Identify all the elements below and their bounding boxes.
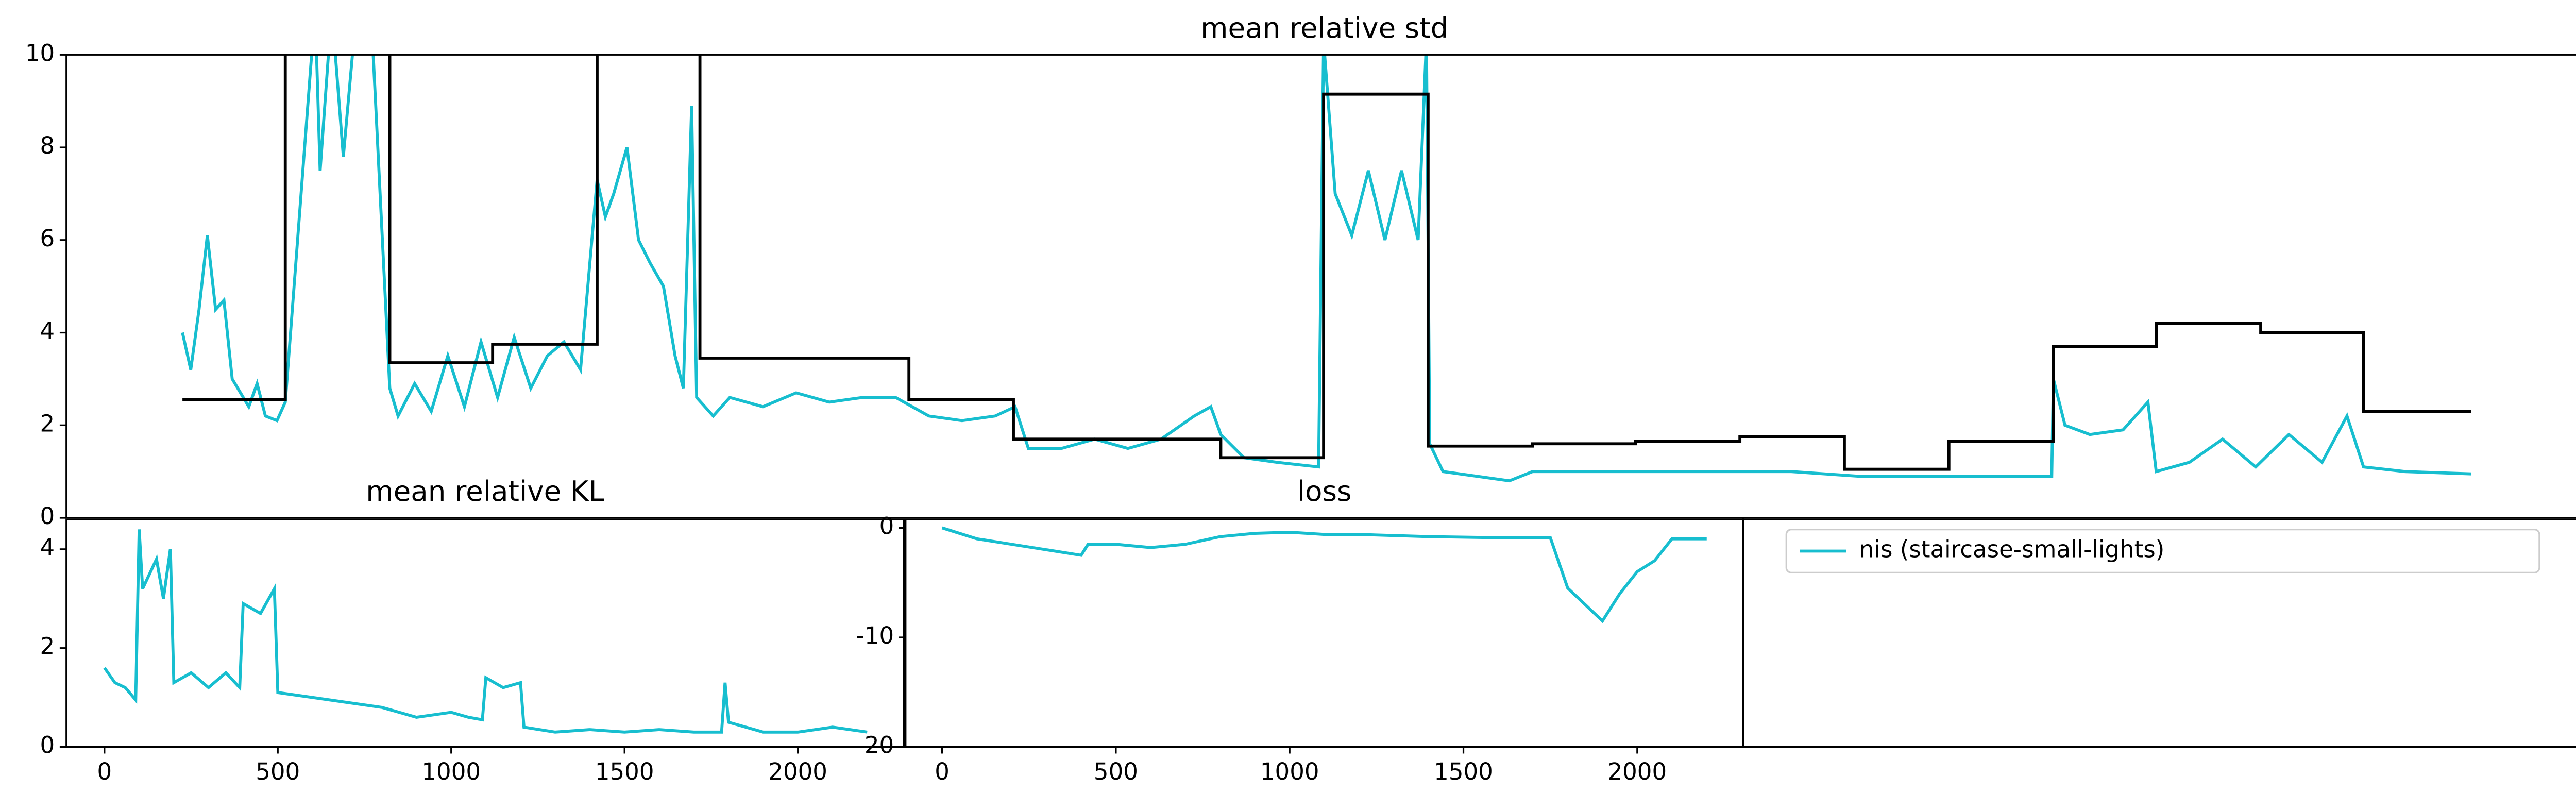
legend-label: nis (staircase-small-lights) xyxy=(1859,535,2164,563)
axes-frame xyxy=(65,518,905,748)
y-tick-label: 0 xyxy=(879,512,894,539)
x-tick-label: 1500 xyxy=(595,758,654,785)
y-tick-label: 8 xyxy=(40,132,55,159)
x-tick-label: 2000 xyxy=(768,758,827,785)
data-line xyxy=(182,55,2471,471)
x-tick-label: 1000 xyxy=(421,758,481,785)
data-line xyxy=(181,55,2471,483)
x-tick-label: 0 xyxy=(97,758,112,785)
chart-title: mean relative std xyxy=(1200,11,1448,44)
legend-panel xyxy=(1742,518,2576,748)
x-tick-label: 1000 xyxy=(1260,758,1319,785)
y-tick-label: 10 xyxy=(25,39,55,66)
x-tick-label: 2000 xyxy=(1607,758,1667,785)
y-tick-label: 6 xyxy=(40,225,55,252)
chart-title: loss xyxy=(1297,475,1352,508)
y-tick-label: -20 xyxy=(856,732,894,759)
x-tick-label: 1500 xyxy=(1434,758,1493,785)
chart-title: mean relative KL xyxy=(366,475,604,508)
x-tick-label: 0 xyxy=(935,758,950,785)
data-line xyxy=(103,529,868,734)
axes-frame xyxy=(905,518,1744,748)
x-tick-label: 500 xyxy=(256,758,300,785)
y-tick-label: 0 xyxy=(40,732,55,759)
y-tick-label: 0 xyxy=(40,502,55,530)
axes-frame xyxy=(65,54,2576,519)
data-line xyxy=(941,526,1707,623)
x-tick-label: 500 xyxy=(1094,758,1138,785)
y-tick-label: 4 xyxy=(40,534,55,561)
y-tick-label: 4 xyxy=(40,317,55,345)
legend-box xyxy=(1785,528,2540,573)
y-tick-label: -10 xyxy=(856,622,894,649)
y-tick-label: 2 xyxy=(40,410,55,437)
y-tick-label: 2 xyxy=(40,633,55,660)
